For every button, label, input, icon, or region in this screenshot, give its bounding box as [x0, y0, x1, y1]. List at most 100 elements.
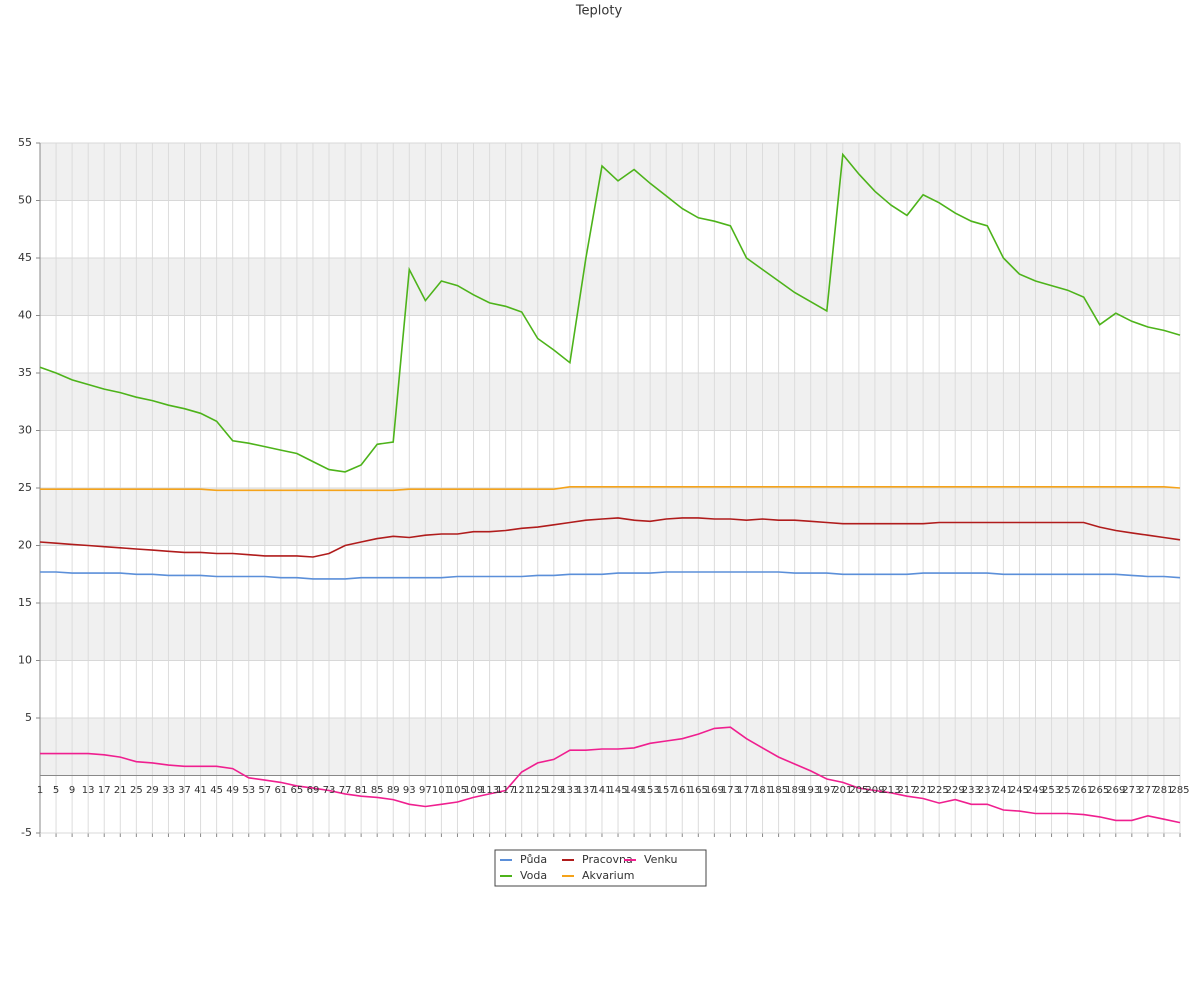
x-tick-label: 69 [307, 785, 320, 796]
x-tick-label: 41 [194, 785, 207, 796]
x-tick-label: 285 [1170, 785, 1189, 796]
y-tick-label: 50 [18, 194, 32, 207]
y-tick-label: 30 [18, 424, 32, 437]
x-tick-label: 61 [274, 785, 287, 796]
series-line [39, 152, 1181, 473]
y-tick-label: 45 [18, 251, 32, 264]
x-tick-label: 229 [946, 785, 965, 796]
x-tick-label: 133 [560, 785, 579, 796]
x-tick-label: 213 [881, 785, 900, 796]
x-tick-label: 169 [705, 785, 724, 796]
x-tick-label: 37 [178, 785, 191, 796]
x-tick-label: 165 [689, 785, 708, 796]
grid-band [40, 143, 1180, 201]
x-tick-label: 141 [592, 785, 611, 796]
x-tick-label: 197 [817, 785, 836, 796]
x-tick-label: 53 [242, 785, 255, 796]
x-tick-label: 221 [914, 785, 933, 796]
x-tick-label: 77 [339, 785, 352, 796]
x-tick-label: 129 [544, 785, 563, 796]
grid-band [40, 258, 1180, 316]
x-tick-label: 181 [753, 785, 772, 796]
x-tick-label: 189 [785, 785, 804, 796]
x-tick-label: 173 [721, 785, 740, 796]
x-tick-label: 233 [962, 785, 981, 796]
x-tick-label: 237 [978, 785, 997, 796]
grid-band [40, 488, 1180, 546]
x-tick-label: 265 [1090, 785, 1109, 796]
bands [40, 143, 1180, 776]
x-tick-label: 1 [37, 785, 43, 796]
x-tick-label: 217 [897, 785, 916, 796]
x-tick-label: 17 [98, 785, 111, 796]
x-tick-label: 81 [355, 785, 368, 796]
legend-label: Voda [520, 869, 547, 882]
lines [39, 152, 1181, 824]
x-tick-label: 113 [480, 785, 499, 796]
y-tick-label: -5 [21, 826, 32, 839]
grid-band [40, 603, 1180, 661]
x-tick-label: 153 [641, 785, 660, 796]
x-tick-label: 121 [512, 785, 531, 796]
x-tick-label: 149 [625, 785, 644, 796]
x-tick-label: 5 [53, 785, 59, 796]
x-tick-label: 117 [496, 785, 515, 796]
x-tick-label: 89 [387, 785, 400, 796]
x-tick-label: 185 [769, 785, 788, 796]
x-tick-label: 249 [1026, 785, 1045, 796]
x-tick-label: 45 [210, 785, 223, 796]
x-tick-label: 161 [673, 785, 692, 796]
chart-title: Teploty [575, 4, 623, 19]
x-tick-label: 13 [82, 785, 95, 796]
x-tick-label: 33 [162, 785, 175, 796]
x-tick-label: 253 [1042, 785, 1061, 796]
x-tick-label: 241 [994, 785, 1013, 796]
y-tick-label: 25 [18, 481, 32, 494]
legend-label: Venku [644, 853, 677, 866]
x-tick-label: 261 [1074, 785, 1093, 796]
x-tick-label: 245 [1010, 785, 1029, 796]
legend-box [494, 849, 707, 887]
x-tick-label: 257 [1058, 785, 1077, 796]
x-tick-label: 57 [258, 785, 271, 796]
x-tick-label: 9 [69, 785, 75, 796]
x-tick-label: 101 [432, 785, 451, 796]
x-tick-label: 157 [657, 785, 676, 796]
x-tick-label: 105 [448, 785, 467, 796]
x-tick-label: 205 [849, 785, 868, 796]
y-tick-label: 55 [18, 136, 32, 149]
x-tick-label: 73 [323, 785, 336, 796]
x-tick-label: 125 [528, 785, 547, 796]
x-tick-label: 177 [737, 785, 756, 796]
y-tick-label: 40 [18, 309, 32, 322]
x-tick-label: 49 [226, 785, 239, 796]
x-tick-label: 97 [419, 785, 432, 796]
legend-label: Akvarium [582, 869, 634, 882]
x-tick-label: 29 [146, 785, 159, 796]
x-tick-label: 109 [464, 785, 483, 796]
series-line [40, 486, 1181, 492]
y-tick-label: 5 [25, 711, 32, 724]
x-tick-label: 201 [833, 785, 852, 796]
series-line [39, 517, 1181, 558]
y-tick-label: 20 [18, 539, 32, 552]
x-tick-label: 25 [130, 785, 143, 796]
grid-band [40, 373, 1180, 431]
x-tick-label: 281 [1154, 785, 1173, 796]
series-line [40, 726, 1181, 824]
x-tick-label: 209 [865, 785, 884, 796]
x-tick-label: 145 [608, 785, 627, 796]
y-tick-label: 35 [18, 366, 32, 379]
y-tick-label: 15 [18, 596, 32, 609]
x-tick-label: 21 [114, 785, 127, 796]
legend-label: Pracovna [582, 853, 633, 866]
y-tick-label: 10 [18, 654, 32, 667]
x-tick-label: 225 [930, 785, 949, 796]
x-tick-label: 277 [1138, 785, 1157, 796]
x-tick-label: 137 [576, 785, 595, 796]
x-tick-label: 193 [801, 785, 820, 796]
grid-band [40, 718, 1180, 776]
x-tick-label: 65 [291, 785, 304, 796]
x-tick-label: 269 [1106, 785, 1125, 796]
